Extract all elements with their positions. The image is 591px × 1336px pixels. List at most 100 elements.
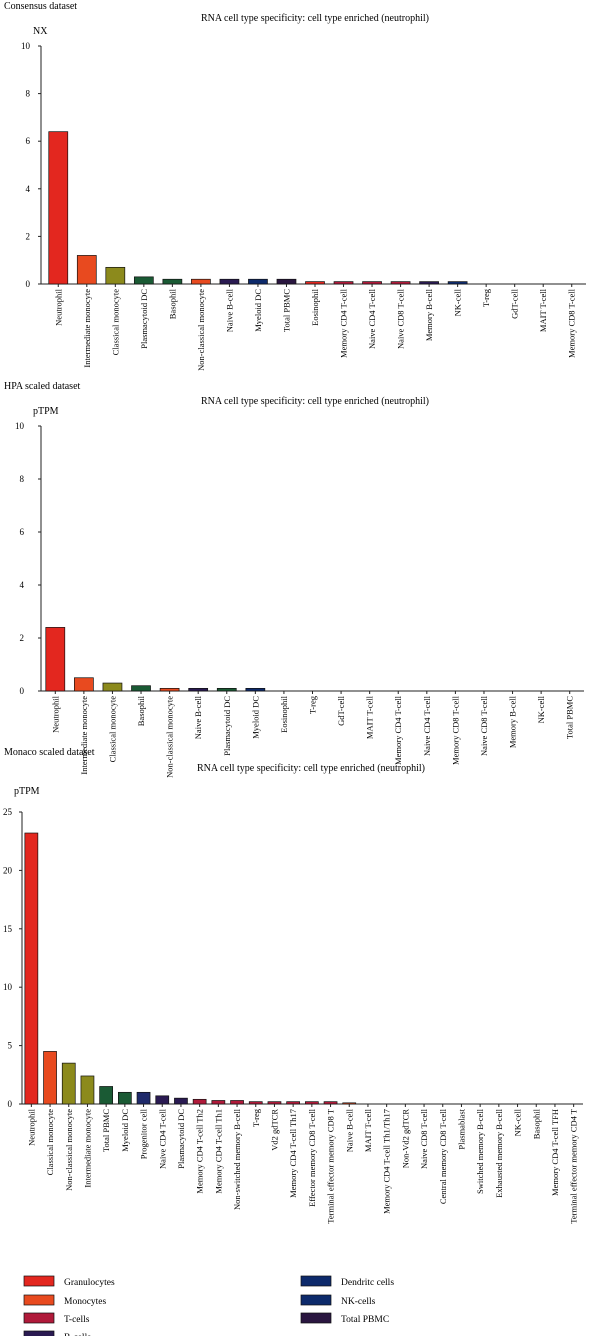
bar bbox=[155, 1095, 170, 1105]
x-tick-label: Total PBMC bbox=[565, 696, 575, 739]
x-tick-label: Plasmacytoid DC bbox=[139, 289, 149, 349]
x-tick-label: Memory CD4 T-cell Th1/Th17 bbox=[382, 1109, 392, 1214]
legend-swatch bbox=[23, 1294, 55, 1306]
y-tick-label: 8 bbox=[26, 89, 31, 99]
dataset-label: Monaco scaled dataset bbox=[4, 747, 95, 758]
chart-title: RNA cell type specificity: cell type enr… bbox=[197, 763, 425, 774]
x-tick-label: Naive CD8 T-cell bbox=[419, 1108, 429, 1169]
bar bbox=[191, 278, 211, 285]
x-tick-label: Plasmacytoid DC bbox=[176, 1109, 186, 1169]
x-tick-label: Memory CD4 T-cell Th2 bbox=[195, 1109, 205, 1194]
x-tick-label: Classical monocyte bbox=[110, 289, 120, 356]
y-tick-label: 0 bbox=[20, 686, 25, 696]
x-tick-label: Intermediate monocyte bbox=[82, 289, 92, 368]
chart-title: RNA cell type specificity: cell type enr… bbox=[201, 13, 429, 24]
bar bbox=[136, 1091, 151, 1105]
x-tick-label: Total PBMC bbox=[281, 289, 291, 332]
legend-label: T-cells bbox=[64, 1315, 90, 1325]
x-tick-label: Non-Vd2 gdTCR bbox=[400, 1109, 410, 1169]
y-tick-label: 4 bbox=[20, 580, 25, 590]
bar bbox=[162, 278, 183, 285]
bar bbox=[245, 687, 266, 692]
x-tick-label: Naive CD8 T-cell bbox=[479, 695, 489, 756]
x-tick-label: Central memory CD8 T-cell bbox=[438, 1108, 448, 1204]
legend-label: Total PBMC bbox=[341, 1315, 389, 1325]
x-tick-label: Intermediate monocyte bbox=[82, 1109, 92, 1188]
bar bbox=[276, 278, 297, 285]
x-tick-label: GdT-cell bbox=[336, 695, 346, 726]
bar bbox=[390, 281, 411, 285]
x-tick-label: Neutrophil bbox=[26, 1108, 36, 1145]
bar bbox=[102, 682, 123, 692]
y-tick-label: 5 bbox=[8, 1041, 13, 1051]
bar bbox=[117, 1091, 132, 1105]
x-tick-label: Myeloid DC bbox=[250, 696, 260, 739]
x-tick-label: Total PBMC bbox=[101, 1109, 111, 1152]
bar bbox=[419, 281, 439, 285]
x-tick-label: NK-cell bbox=[513, 1108, 523, 1136]
bar bbox=[188, 687, 209, 692]
y-tick-label: 2 bbox=[26, 231, 31, 241]
y-axis-label: pTPM bbox=[33, 406, 59, 417]
x-tick-label: Basophil bbox=[136, 695, 146, 726]
x-tick-label: Memory CD8 T-cell bbox=[567, 288, 577, 358]
legend-swatch bbox=[300, 1312, 332, 1324]
bar bbox=[219, 278, 240, 285]
legend-swatch bbox=[23, 1312, 55, 1324]
bar bbox=[61, 1062, 76, 1105]
legend-label: Dendritc cells bbox=[341, 1278, 394, 1288]
y-tick-label: 4 bbox=[26, 184, 31, 194]
bar bbox=[286, 1101, 300, 1105]
bar bbox=[192, 1098, 207, 1105]
x-tick-label: Plasmacytoid DC bbox=[222, 696, 232, 756]
dataset-label: HPA scaled dataset bbox=[4, 381, 81, 392]
chart-panel-1: Consensus dataset RNA cell type specifici… bbox=[4, 1, 586, 371]
legend-label: NK-cells bbox=[341, 1297, 376, 1307]
bar bbox=[43, 1051, 57, 1105]
legend-swatch bbox=[300, 1294, 332, 1306]
bar bbox=[211, 1100, 226, 1105]
x-tick-label: Memory CD4 T-cell bbox=[339, 288, 349, 358]
x-tick-label: Intermediate monocyte bbox=[79, 696, 89, 775]
x-tick-label: Memory CD8 T-cell bbox=[450, 695, 460, 765]
bar bbox=[305, 281, 325, 285]
y-tick-label: 6 bbox=[20, 527, 25, 537]
y-tick-label: 20 bbox=[3, 865, 13, 875]
x-tick-label: Classical monocyte bbox=[45, 1109, 55, 1176]
bar bbox=[342, 1102, 357, 1105]
legend-swatch bbox=[23, 1275, 55, 1287]
bar bbox=[74, 677, 94, 692]
dataset-label: Consensus dataset bbox=[4, 1, 77, 12]
bar bbox=[333, 281, 354, 285]
x-tick-label: MAIT T-cell bbox=[363, 1108, 373, 1152]
x-tick-label: MAIT T-cell bbox=[538, 288, 548, 332]
legend-label: Monocytes bbox=[64, 1297, 107, 1307]
y-tick-label: 25 bbox=[3, 807, 13, 817]
x-tick-label: Non-switched memory B-cell bbox=[232, 1108, 242, 1210]
x-tick-label: Exhausted memory B-cell bbox=[494, 1108, 504, 1197]
legend-label: B-cells bbox=[64, 1333, 91, 1336]
y-tick-label: 0 bbox=[26, 279, 31, 289]
legend-label: Granulocytes bbox=[64, 1278, 115, 1288]
x-tick-label: GdT-cell bbox=[510, 288, 520, 319]
bar bbox=[230, 1100, 244, 1105]
y-tick-label: 0 bbox=[8, 1099, 13, 1109]
y-axis-label: NX bbox=[33, 26, 48, 37]
legend: Granulocytes Monocytes T-cells B-cells Dendr… bbox=[23, 1275, 394, 1336]
x-tick-label: Non-classical monocyte bbox=[196, 289, 206, 371]
y-tick-label: 10 bbox=[3, 982, 13, 992]
x-tick-label: Naive CD8 T-cell bbox=[396, 288, 406, 349]
bar bbox=[48, 131, 69, 285]
x-tick-label: Naive B-cell bbox=[344, 1108, 354, 1152]
x-tick-label: Naive B-cell bbox=[193, 695, 203, 739]
y-tick-label: 6 bbox=[26, 136, 31, 146]
x-tick-label: T-reg bbox=[481, 288, 491, 307]
x-tick-label: MAIT T-cell bbox=[365, 695, 375, 739]
x-tick-label: Myeloid DC bbox=[120, 1109, 130, 1152]
x-tick-label: Memory B-cell bbox=[424, 288, 434, 341]
bar bbox=[248, 278, 268, 285]
x-tick-label: Basophil bbox=[531, 1108, 541, 1139]
y-tick-label: 10 bbox=[15, 421, 25, 431]
y-tick-label: 10 bbox=[21, 41, 31, 51]
